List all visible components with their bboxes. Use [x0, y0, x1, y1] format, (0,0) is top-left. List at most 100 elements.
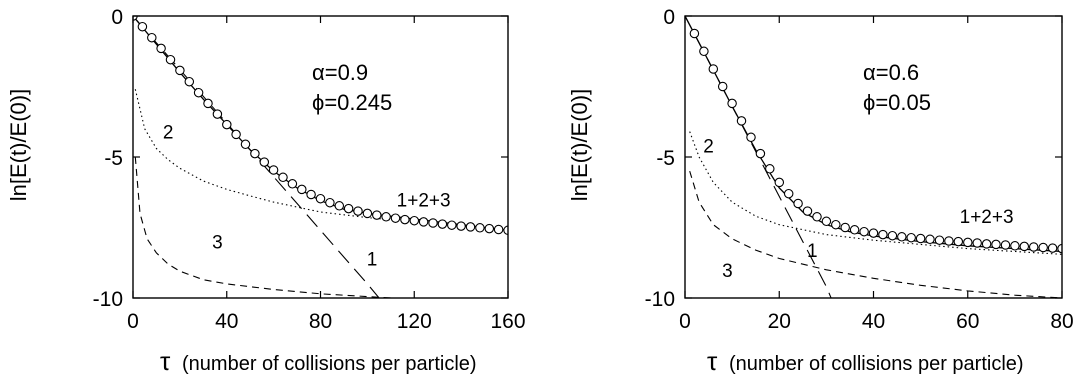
simulation-point: [934, 235, 945, 245]
annotation-phi: ϕ=0.05: [863, 90, 931, 115]
simulation-point: [222, 119, 232, 130]
simulation-point: [878, 229, 888, 240]
series-3-line: [689, 170, 1062, 298]
y-axis-label: ln[E(t)/E(0)]: [6, 89, 31, 201]
simulation-point: [1010, 241, 1020, 251]
simulation-point: [297, 184, 307, 195]
simulation-point: [381, 212, 391, 222]
simulation-point: [165, 54, 176, 65]
simulation-point: [475, 223, 485, 233]
simulation-point: [493, 224, 504, 235]
simulation-point: [240, 139, 251, 150]
simulation-point: [231, 129, 241, 140]
simulation-point: [727, 98, 737, 109]
simulation-point: [746, 132, 756, 143]
simulation-point: [972, 238, 982, 248]
simulation-point: [887, 230, 898, 241]
annotation-alpha: α=0.9: [312, 60, 368, 85]
simulation-point: [812, 212, 822, 222]
simulation-point: [259, 157, 270, 167]
simulation-point: [793, 198, 803, 209]
curve-label: 2: [703, 137, 714, 158]
simulation-point: [944, 236, 954, 246]
simulation-point: [390, 213, 401, 223]
simulation-point: [897, 232, 907, 242]
x-axis-label: τ (number of collisions per particle): [160, 346, 477, 376]
simulation-point: [484, 223, 495, 234]
simulation-point: [1057, 243, 1062, 254]
simulation-point: [953, 236, 964, 247]
simulation-point: [906, 232, 916, 243]
annotation-phi: ϕ=0.245: [312, 90, 392, 115]
simulation-point: [1019, 241, 1030, 252]
panel-left: ln[E(t)/E(0)] τ (number of collisions pe…: [6, 6, 526, 376]
simulation-point: [981, 239, 992, 249]
simulation-point: [268, 165, 279, 175]
x-tick-label: 160: [490, 310, 525, 333]
x-tick-label: 0: [127, 310, 139, 333]
series-3-line: [134, 156, 391, 298]
simulation-point: [372, 210, 382, 220]
panel-right: ln[E(t)/E(0)] τ (number of collisions pe…: [567, 6, 1074, 376]
x-tick-label: 40: [862, 310, 885, 333]
simulation-point: [689, 28, 700, 39]
simulation-point: [156, 43, 166, 54]
simulation-point: [868, 228, 879, 238]
simulation-point: [447, 220, 457, 230]
simulation-point: [362, 208, 373, 219]
x-axis-symbol: τ: [707, 346, 718, 376]
simulation-point: [137, 21, 148, 32]
simulation-point: [963, 237, 973, 248]
x-tick-label: 120: [397, 310, 432, 333]
simulation-point: [859, 226, 869, 237]
y-tick-label: -10: [93, 288, 123, 311]
curve-label: 1: [807, 241, 818, 262]
plot-area: [133, 16, 508, 298]
simulation-point: [409, 215, 420, 226]
simulation-point: [755, 148, 766, 159]
axes-frame: [684, 15, 1063, 299]
y-tick-label: -5: [656, 147, 675, 170]
y-tick-label: 0: [111, 6, 123, 29]
simulation-point: [708, 64, 719, 74]
simulation-point: [428, 218, 438, 228]
x-tick-label: 80: [1050, 310, 1073, 333]
simulation-point: [193, 87, 204, 98]
simulation-point: [1000, 240, 1011, 250]
simulation-point: [250, 148, 260, 159]
series-2-line: [689, 131, 1062, 255]
simulation-point: [717, 81, 728, 92]
simulation-point: [991, 239, 1001, 250]
simulation-point: [840, 222, 850, 233]
simulation-point: [1047, 243, 1058, 253]
simulation-point: [278, 172, 288, 183]
x-axis-text: (number of collisions per particle): [729, 353, 1024, 375]
y-axis-label: ln[E(t)/E(0)]: [567, 89, 592, 201]
plot-area: [685, 16, 1062, 298]
simulation-point: [325, 197, 335, 208]
x-axis-symbol: τ: [160, 346, 171, 376]
x-tick-label: 60: [956, 310, 979, 333]
simulation-point: [831, 219, 841, 230]
simulation-point: [175, 65, 185, 76]
simulation-point: [802, 206, 813, 216]
simulation-point: [287, 179, 298, 189]
simulation-point: [315, 193, 326, 204]
curve-label: 1: [367, 250, 378, 271]
simulation-point: [353, 206, 363, 216]
simulation-point: [306, 189, 316, 200]
simulation-point: [400, 214, 410, 225]
simulation-point: [212, 109, 223, 119]
simulation-point: [915, 233, 926, 244]
simulation-point: [343, 203, 354, 214]
simulation-point: [465, 222, 476, 232]
simulation-point: [1038, 242, 1048, 253]
simulation-point: [783, 188, 794, 199]
simulation-point: [821, 216, 832, 227]
curve-label: 1+2+3: [397, 190, 451, 211]
simulation-point: [203, 98, 213, 109]
simulation-point: [147, 32, 157, 43]
simulation-point: [765, 164, 775, 174]
x-tick-label: 40: [215, 310, 238, 333]
